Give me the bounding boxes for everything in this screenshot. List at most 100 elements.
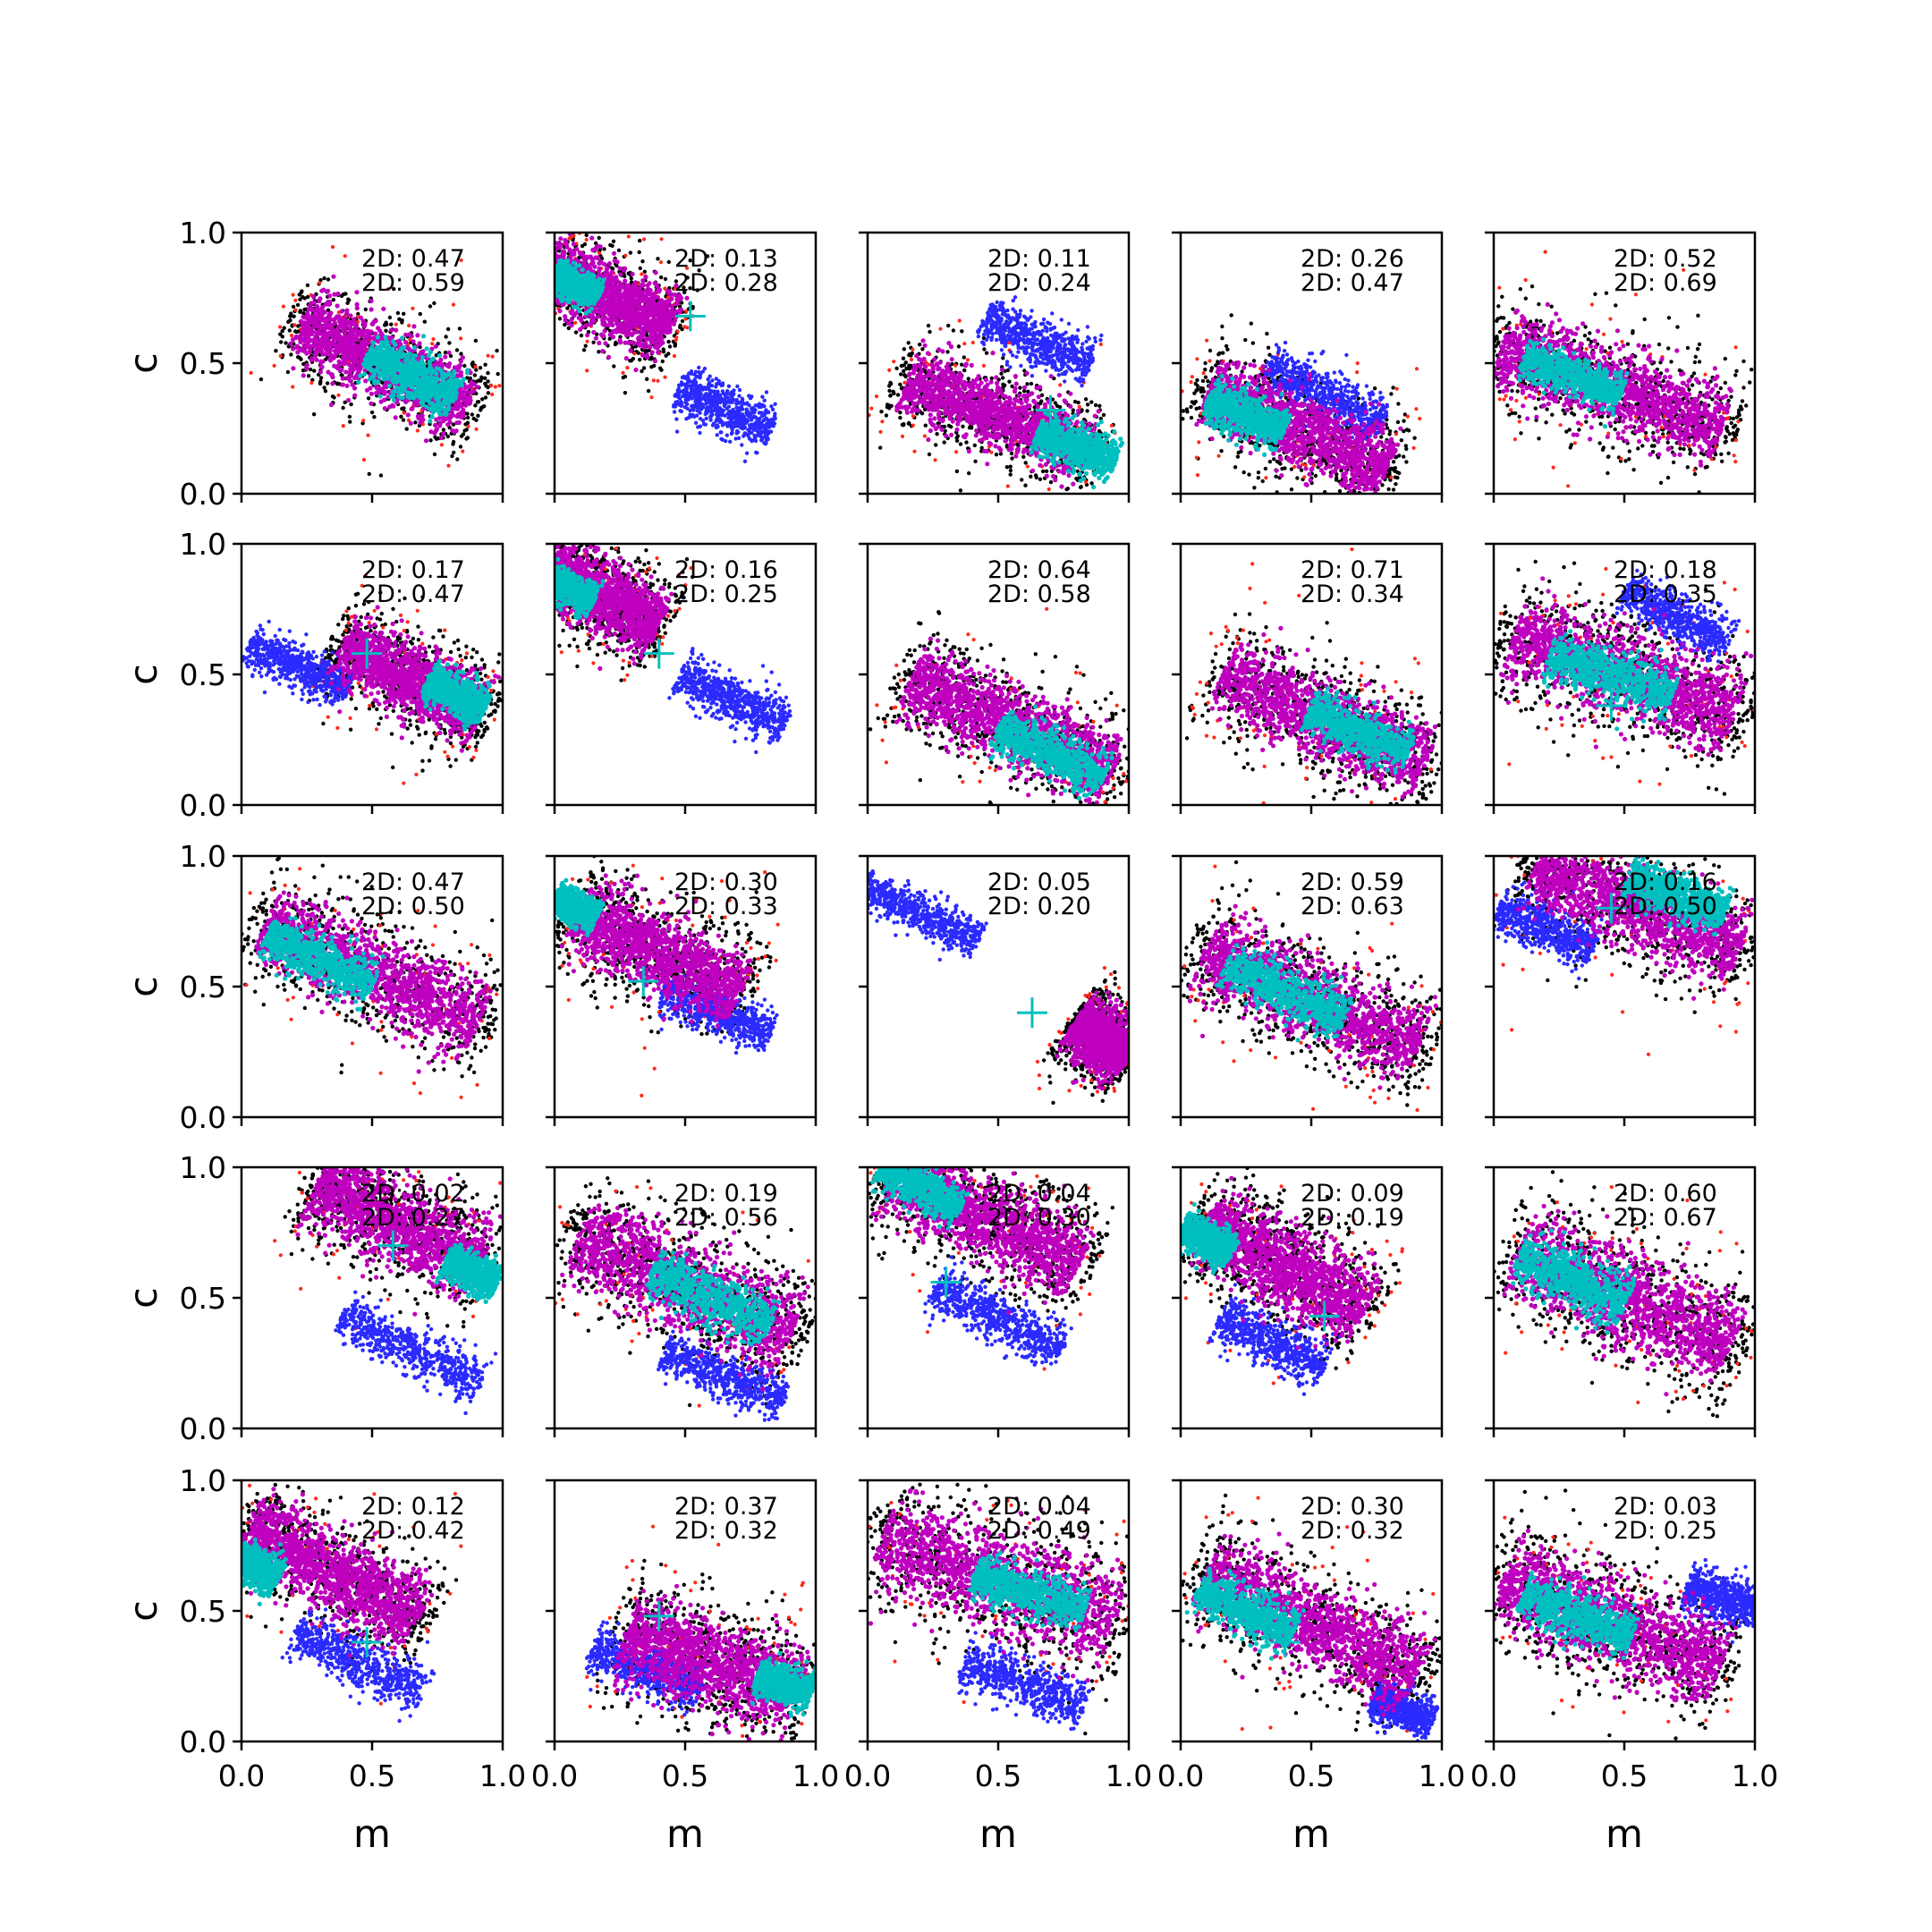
scatter-point xyxy=(585,340,589,343)
scatter-point xyxy=(371,341,376,345)
scatter-point xyxy=(602,247,606,250)
scatter-point xyxy=(382,392,386,396)
scatter-point xyxy=(354,290,359,294)
scatter-point xyxy=(727,385,731,388)
scatter-point xyxy=(344,309,349,313)
scatter-point xyxy=(704,422,708,426)
scatter-point xyxy=(432,301,436,305)
scatter-point xyxy=(341,406,344,410)
scatter-point xyxy=(442,394,446,398)
scatter-point xyxy=(372,381,377,386)
scatter-point xyxy=(321,344,326,349)
scatter-point xyxy=(674,401,677,404)
scatter-point xyxy=(437,423,442,428)
scatter-point xyxy=(617,249,621,252)
scatter-point xyxy=(308,303,312,308)
scatter-point xyxy=(326,277,330,281)
scatter-point xyxy=(685,377,689,380)
scatter-point xyxy=(355,360,360,365)
scatter-point xyxy=(745,412,749,416)
scatter-point xyxy=(309,344,313,349)
scatter-point xyxy=(694,398,698,402)
scatter-point xyxy=(580,251,584,256)
scatter-point xyxy=(659,260,663,264)
scatter-point xyxy=(614,342,618,345)
scatter-point xyxy=(330,381,335,386)
scatter-point xyxy=(434,360,438,365)
scatter-point xyxy=(719,437,723,441)
scatter-point xyxy=(406,391,411,395)
scatter-point xyxy=(278,325,282,328)
scatter-point xyxy=(748,423,751,427)
scatter-point xyxy=(363,358,368,362)
scatter-point xyxy=(475,428,479,431)
scatter-point xyxy=(721,381,724,385)
scatter-point xyxy=(436,367,441,371)
scatter-point xyxy=(308,349,312,353)
scatter-point xyxy=(728,440,732,444)
scatter-point xyxy=(326,326,331,330)
scatter-point xyxy=(743,431,747,435)
scatter-point xyxy=(758,434,762,437)
scatter-point xyxy=(640,282,645,286)
scatter-point xyxy=(638,250,641,254)
scatter-point xyxy=(673,354,676,358)
scatter-point xyxy=(348,313,352,318)
scatter-point xyxy=(361,362,366,367)
scatter-point xyxy=(767,437,770,441)
scatter-point xyxy=(659,237,663,241)
scatter-point xyxy=(593,247,597,251)
scatter-point xyxy=(578,327,582,332)
scatter-point xyxy=(580,334,583,337)
scatter-point xyxy=(597,341,601,345)
scatter-point xyxy=(331,275,335,279)
series-blue-points xyxy=(672,366,777,463)
scatter-point xyxy=(279,340,283,343)
scatter-point xyxy=(746,419,750,422)
scatter-point xyxy=(755,451,758,454)
scatter-point xyxy=(706,399,709,402)
scatter-point xyxy=(768,419,772,423)
scatter-point xyxy=(402,418,405,421)
scatter-point xyxy=(284,341,287,344)
scatter-point xyxy=(676,330,680,334)
scatter-point xyxy=(645,377,648,381)
scatter-point xyxy=(322,276,326,280)
scatter-point xyxy=(250,371,253,375)
scatter-point xyxy=(710,411,714,415)
scatter-point xyxy=(734,411,738,414)
scatter-point xyxy=(402,345,406,350)
scatter-point xyxy=(352,394,357,398)
scatter-point xyxy=(642,237,646,241)
scatter-point xyxy=(401,352,405,356)
scatter-point xyxy=(464,436,468,440)
scatter-point xyxy=(466,390,470,394)
scatter-point xyxy=(455,385,460,389)
scatter-point xyxy=(640,369,643,373)
scatter-point xyxy=(480,397,484,401)
scatter-point xyxy=(353,356,358,360)
scatter-point xyxy=(471,389,476,394)
scatter-point xyxy=(349,348,353,352)
scatter-point xyxy=(750,431,753,435)
scatter-point xyxy=(406,412,411,417)
scatter-point xyxy=(291,366,295,370)
scatter-point xyxy=(719,430,723,434)
scatter-point xyxy=(695,375,699,378)
scatter-point xyxy=(368,472,371,476)
scatter-point xyxy=(413,388,418,393)
scatter-point xyxy=(459,394,463,399)
scatter-point xyxy=(637,286,641,291)
scatter-point xyxy=(697,366,700,369)
scatter-point xyxy=(394,323,398,326)
scatter-point xyxy=(740,443,743,446)
scatter-point xyxy=(325,320,329,325)
scatter-point xyxy=(366,341,370,345)
scatter-point xyxy=(380,371,385,376)
scatter-point xyxy=(718,410,722,413)
scatter-point xyxy=(413,353,418,358)
scatter-point xyxy=(425,346,429,351)
scatter-point xyxy=(736,402,740,405)
scatter-point xyxy=(629,250,632,254)
